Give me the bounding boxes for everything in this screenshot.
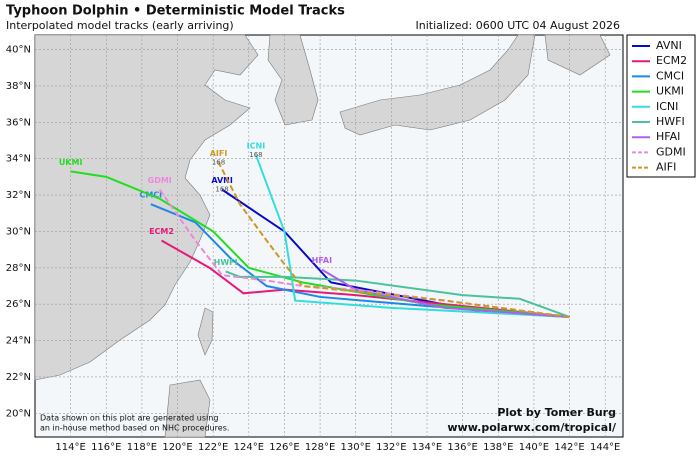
- x-tick-label: 136°E: [447, 442, 477, 453]
- x-tick-label: 138°E: [483, 442, 513, 453]
- x-tick-label: 132°E: [376, 442, 406, 453]
- legend-label: AVNI: [656, 39, 682, 52]
- x-tick-label: 120°E: [162, 442, 192, 453]
- y-tick-label: 22°N: [6, 372, 31, 383]
- y-tick-label: 34°N: [6, 154, 31, 165]
- y-tick-label: 30°N: [6, 226, 31, 237]
- hour-label: 168: [249, 151, 262, 159]
- x-tick-label: 114°E: [55, 442, 85, 453]
- track: [150, 203, 570, 318]
- x-tick-label: 122°E: [198, 442, 228, 453]
- legend-label: AIFI: [656, 161, 676, 174]
- legend-label: ICNI: [656, 100, 678, 113]
- y-tick-label: 20°N: [6, 408, 31, 419]
- footnote: an in-house method based on NHC procedur…: [40, 424, 229, 433]
- legend-label: CMCI: [656, 69, 684, 82]
- land: [34, 34, 611, 438]
- credit: Plot by Tomer Burg: [497, 406, 616, 419]
- x-tick-label: 126°E: [269, 442, 299, 453]
- track-label: GDMI: [148, 176, 172, 185]
- x-tick-label: 134°E: [412, 442, 442, 453]
- track: [217, 161, 570, 318]
- title: Typhoon Dolphin • Deterministic Model Tr…: [6, 4, 345, 19]
- y-tick-label: 24°N: [6, 336, 31, 347]
- init-time: Initialized: 0600 UTC 04 August 2026: [416, 19, 621, 32]
- track-label: ECM2: [149, 227, 174, 236]
- track-label: HWFI: [214, 258, 238, 267]
- track-label: AIFI: [210, 149, 228, 158]
- legend-label: HFAI: [656, 130, 680, 143]
- x-tick-label: 130°E: [341, 442, 371, 453]
- footnote: Data shown on this plot are generated us…: [40, 414, 218, 423]
- x-tick-label: 140°E: [519, 442, 549, 453]
- legend-label: ECM2: [656, 54, 687, 67]
- legend-label: HWFI: [656, 115, 685, 128]
- y-tick-label: 40°N: [6, 45, 31, 56]
- x-tick-label: 128°E: [305, 442, 335, 453]
- x-tick-label: 144°E: [590, 442, 620, 453]
- hour-label: 168: [212, 158, 225, 166]
- track-label: HFAI: [312, 256, 332, 265]
- credit: www.polarwx.com/tropical/: [447, 421, 617, 434]
- y-tick-label: 32°N: [6, 190, 31, 201]
- subtitle: Interpolated model tracks (early arrivin…: [6, 19, 234, 32]
- track: [225, 270, 570, 318]
- hour-label: 168: [215, 186, 228, 194]
- track-label: AVNI: [211, 176, 233, 185]
- grid: [35, 35, 623, 437]
- x-tick-label: 124°E: [234, 442, 264, 453]
- track: [255, 154, 570, 318]
- track-label: UKMI: [59, 158, 83, 167]
- y-tick-label: 28°N: [6, 263, 31, 274]
- y-tick-label: 38°N: [6, 81, 31, 92]
- legend-label: GDMI: [656, 145, 686, 158]
- legend-label: UKMI: [656, 85, 684, 98]
- y-tick-label: 36°N: [6, 117, 31, 128]
- x-tick-label: 118°E: [127, 442, 157, 453]
- y-tick-label: 26°N: [6, 299, 31, 310]
- track-label: ICNI: [247, 142, 266, 151]
- x-tick-label: 116°E: [91, 442, 121, 453]
- track: [321, 268, 570, 318]
- x-tick-label: 142°E: [554, 442, 584, 453]
